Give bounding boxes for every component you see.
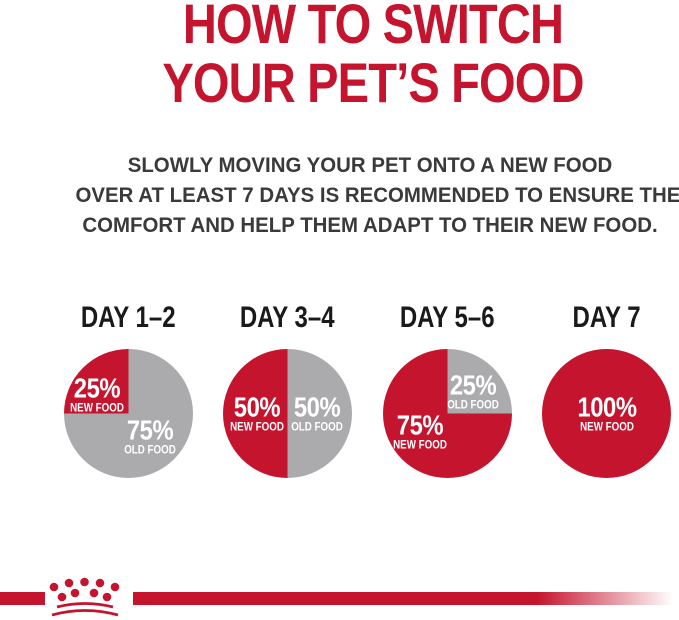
day-5-6-heading: DAY 5–6 [399, 301, 495, 334]
royal-canin-crown-icon [49, 577, 120, 617]
pie-chart-day-3-4: 50% NEW FOOD 50% OLD FOOD [223, 349, 353, 478]
new-food-slice-label: 100% NEW FOOD [572, 391, 642, 434]
old-food-slice-label: 25% OLD FOOD [443, 369, 504, 412]
old-food-caption: OLD FOOD [291, 421, 344, 433]
old-food-caption: OLD FOOD [124, 444, 176, 457]
old-food-percent: 75% [126, 414, 174, 446]
pie-chart-day-5-6: 25% OLD FOOD 75% NEW FOOD [382, 349, 512, 478]
subtitle-line-2: OVER AT LEAST 7 DAYS IS RECOMMENDED TO E… [75, 183, 679, 207]
pie-column-day-7: DAY 7 100% NEW FOOD [542, 302, 672, 478]
new-food-percent: 100% [577, 391, 637, 422]
pie-column-day-3-4: DAY 3–4 50% NEW FOOD 50% OLD FOOD [223, 302, 353, 478]
old-food-slice-label: 75% OLD FOOD [120, 414, 181, 457]
title-line-1: HOW TO SWITCH [182, 0, 564, 55]
pie-column-day-5-6: DAY 5–6 25% OLD FOOD 75% NEW FOOD [382, 302, 512, 478]
subtitle-line-3: COMFORT AND HELP THEM ADAPT TO THEIR NEW… [82, 213, 658, 237]
day-1-2-heading: DAY 1–2 [80, 301, 176, 334]
new-food-caption: NEW FOOD [229, 421, 284, 433]
footer-bar-left-segment [0, 592, 45, 605]
new-food-caption: NEW FOOD [392, 439, 447, 452]
footer-bar-right-segment [133, 592, 679, 605]
subtitle-line-1: SLOWLY MOVING YOUR PET ONTO A NEW FOOD [127, 153, 613, 177]
day-3-4-heading: DAY 3–4 [240, 301, 336, 334]
pie-chart-day-1-2: 25% NEW FOOD 75% OLD FOOD [63, 349, 193, 478]
subtitle: SLOWLY MOVING YOUR PET ONTO A NEW FOOD O… [60, 150, 679, 240]
old-food-slice-label: 50% OLD FOOD [287, 391, 348, 434]
day-7-heading: DAY 7 [572, 301, 641, 334]
new-food-percent: 75% [396, 409, 443, 441]
pie-chart-row: DAY 1–2 25% NEW FOOD 75% OLD FOOD DAY 3–… [63, 302, 672, 478]
old-food-percent: 25% [449, 369, 497, 401]
new-food-caption: NEW FOOD [70, 402, 124, 415]
new-food-percent: 25% [73, 372, 121, 404]
crown-dots [49, 577, 120, 602]
new-food-slice-label: 50% NEW FOOD [225, 391, 288, 434]
new-food-percent: 50% [233, 391, 280, 422]
title-line-2: YOUR PET’S FOOD [162, 51, 584, 114]
new-food-caption: NEW FOOD [580, 421, 634, 433]
new-food-slice-label: 75% NEW FOOD [388, 409, 451, 452]
old-food-caption: OLD FOOD [447, 399, 499, 412]
old-food-percent: 50% [294, 391, 341, 422]
page-title: HOW TO SWITCH YOUR PET’S FOOD [68, 0, 678, 112]
pie-column-day-1-2: DAY 1–2 25% NEW FOOD 75% OLD FOOD [63, 302, 193, 478]
crown-arcs [51, 602, 119, 617]
pie-chart-day-7: 100% NEW FOOD [542, 349, 672, 478]
new-food-slice-label: 25% NEW FOOD [65, 372, 128, 415]
